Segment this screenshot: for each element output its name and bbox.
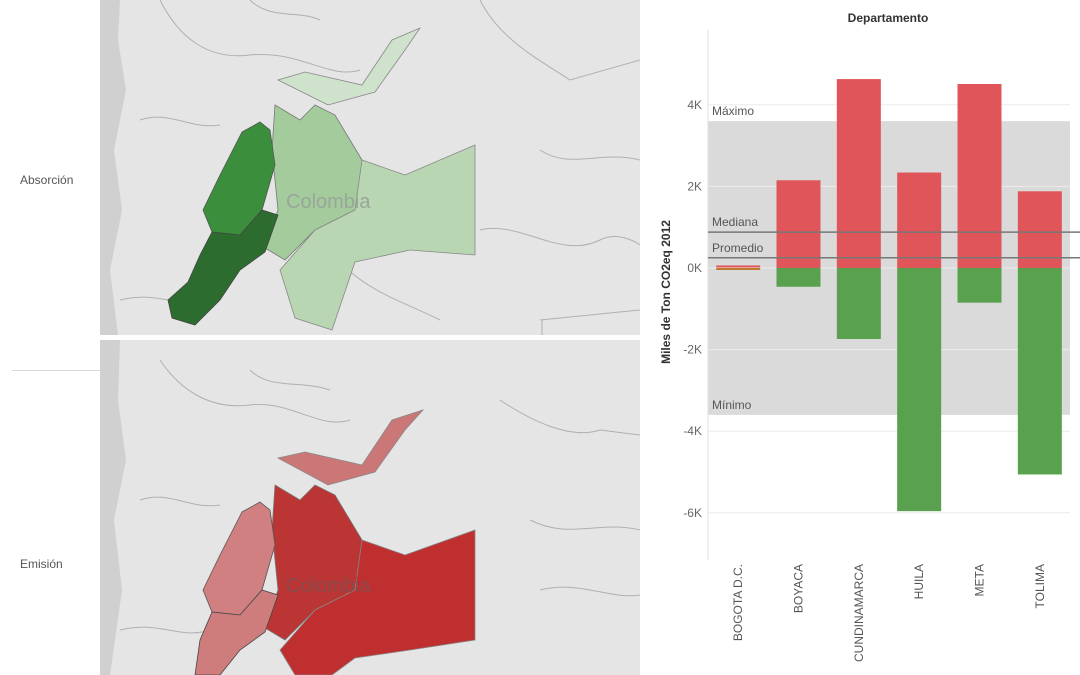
x-tick-label: BOGOTA D.C. [731, 564, 745, 641]
row-divider [12, 370, 100, 371]
map-border-lines [119, 0, 640, 335]
map-border-lines [119, 359, 640, 634]
reference-line-label: Máximo [712, 104, 754, 118]
reference-line-label: Mínimo [712, 398, 752, 412]
bar-absorcion[interactable] [716, 268, 761, 270]
x-tick-label: HUILA [912, 564, 926, 599]
bar-emision[interactable] [1017, 191, 1062, 268]
bar-emision[interactable] [897, 172, 942, 268]
region-meta-absorption[interactable] [279, 144, 476, 331]
reference-line-label: Mediana [712, 215, 758, 229]
bar-absorcion[interactable] [897, 268, 942, 512]
x-tick-label: BOYACA [792, 564, 806, 613]
bar-absorcion[interactable] [957, 268, 1002, 303]
y-tick-label: -4K [683, 424, 702, 438]
region-boyaca-emission[interactable] [276, 409, 425, 486]
emission-map[interactable]: Colombia [100, 340, 640, 675]
chart-title: Departamento [848, 11, 929, 25]
bar-emision[interactable] [776, 180, 821, 268]
bar-absorcion[interactable] [776, 268, 821, 287]
absorption-map[interactable]: Colombia [100, 0, 640, 335]
region-meta-emission[interactable] [279, 529, 476, 675]
row-label-emision: Emisión [20, 557, 63, 571]
reference-line-label: Promedio [712, 241, 764, 255]
region-huila-emission[interactable] [194, 589, 279, 675]
bar-emision[interactable] [836, 79, 881, 268]
bar-emision[interactable] [957, 83, 1002, 268]
x-tick-label: CUNDINAMARCA [852, 564, 866, 662]
y-tick-label: -2K [683, 343, 702, 357]
emissions-bar-chart: Departamento Miles de Ton CO2eq 2012 4K 2… [659, 11, 1080, 662]
y-axis-title: Miles de Ton CO2eq 2012 [659, 220, 673, 364]
y-tick-label: 4K [687, 98, 702, 112]
x-tick-label: TOLIMA [1033, 564, 1047, 608]
bar-emision[interactable] [716, 265, 761, 268]
x-tick-label: META [973, 564, 987, 596]
bar-absorcion[interactable] [1017, 268, 1062, 475]
region-huila-absorption[interactable] [167, 209, 279, 326]
y-tick-label: 2K [687, 179, 702, 193]
map-label-colombia: Colombia [286, 191, 371, 213]
y-tick-label: 0K [687, 261, 702, 275]
y-tick-label: -6K [683, 506, 702, 520]
row-label-absorcion: Absorción [20, 173, 74, 187]
bar-absorcion[interactable] [836, 268, 881, 339]
region-boyaca-absorption[interactable] [276, 27, 422, 106]
map-label-colombia: Colombia [286, 575, 371, 597]
